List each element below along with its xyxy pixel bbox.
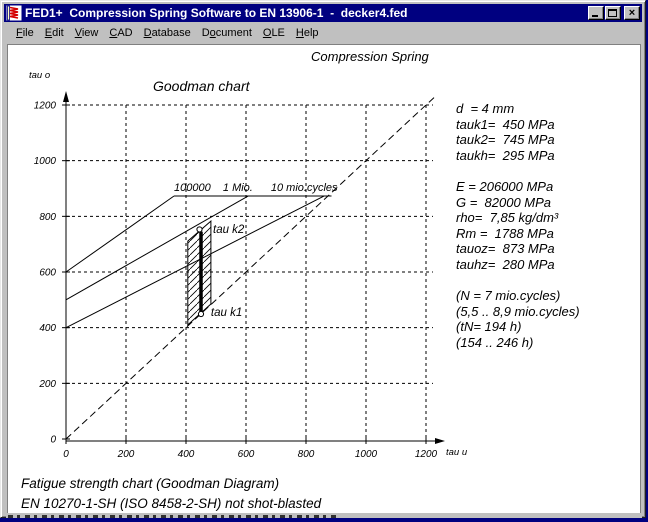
minimize-icon	[592, 15, 598, 17]
chart-title: Goodman chart	[153, 78, 250, 94]
result-line: (154 .. 246 h)	[456, 334, 534, 350]
status-strip	[6, 513, 642, 518]
result-block-life: (N = 7 mio.cycles) (5,5 .. 8,9 mio.cycles…	[456, 288, 580, 350]
x-tick-label: 200	[117, 449, 135, 460]
menu-item-ole[interactable]: OLE	[262, 27, 285, 39]
menu-item-cad[interactable]: CAD	[109, 27, 133, 39]
footer-caption-2: EN 10270-1-SH (ISO 8458-2-SH) not shot-b…	[21, 495, 322, 511]
minimize-button[interactable]	[588, 6, 604, 20]
menu-item-file[interactable]: File	[16, 27, 34, 39]
x-tick-label: 0	[63, 449, 69, 460]
result-line: (tN= 194 h)	[456, 319, 522, 334]
results-panel: d = 4 mm tauk1= 450 MPa tauk2= 745 MPa tauk…	[456, 101, 580, 366]
spring-icon[interactable]	[6, 5, 22, 21]
x-tick-label: 1000	[355, 449, 378, 460]
y-tick-label: 600	[39, 268, 56, 279]
menu-item-edit[interactable]: Edit	[44, 27, 64, 39]
chart-header: Compression Spring	[311, 49, 429, 64]
menu-item-view[interactable]: View	[74, 27, 99, 39]
x-axis-label: tau u	[446, 447, 468, 458]
maximize-icon	[608, 9, 617, 17]
footer-captions: Fatigue strength chart (Goodman Diagram)…	[21, 474, 321, 513]
goodman-line-1-mio	[65, 195, 249, 301]
client-area: 0 200 400 600 800 1000 1200 0 200 400 600 800 1000 12…	[7, 44, 641, 514]
result-line: G = 82000 MPa	[456, 194, 552, 210]
y-axis-arrow-icon	[63, 91, 69, 102]
cycle-label-100000: 100000	[174, 182, 212, 194]
menu-item-document[interactable]: Document	[201, 27, 252, 39]
y-tick-label: 200	[38, 379, 56, 390]
title-bar: FED1+ Compression Spring Software to EN …	[4, 4, 642, 22]
result-line: tauk2= 745 MPa	[456, 132, 555, 147]
result-line: rho= 7,85 kg/dm³	[456, 210, 559, 225]
cycle-label-10-mio-cycles: 10 mio.cycles	[271, 182, 338, 194]
menu-item-help[interactable]: Help	[295, 27, 319, 39]
result-line: E = 206000 MPa	[456, 179, 554, 194]
tau-k1-point-marker	[197, 310, 205, 318]
x-tick-label: 600	[238, 449, 255, 460]
point-label-tau-k2: tau k2	[213, 224, 245, 236]
identity-line	[65, 96, 436, 440]
window-controls: ×	[587, 6, 640, 20]
result-line: Rm = 1788 MPa	[456, 225, 554, 241]
maximize-button[interactable]	[605, 6, 621, 20]
result-line: d = 4 mm	[456, 101, 515, 116]
result-line: tauoz= 873 MPa	[456, 241, 555, 256]
result-line: taukh= 295 MPa	[456, 147, 555, 163]
cycle-label-1-mio: 1 Mio.	[223, 182, 253, 194]
point-label-tau-k1: tau k1	[211, 307, 242, 319]
goodman-chart: 0 200 400 600 800 1000 1200 0 200 400 600 800 1000 12…	[34, 91, 445, 460]
close-icon: ×	[628, 7, 636, 19]
y-axis-label: tau o	[29, 70, 51, 81]
y-tick-label: 1000	[34, 156, 57, 167]
result-block-material: E = 206000 MPa G = 82000 MPa rho= 7,85 kg/…	[456, 179, 580, 272]
x-tick-label: 400	[178, 449, 195, 460]
result-line: (N = 7 mio.cycles)	[456, 288, 561, 303]
result-block-spring: d = 4 mm tauk1= 450 MPa tauk2= 745 MPa tauk…	[456, 101, 580, 163]
y-tick-label: 800	[39, 212, 56, 223]
footer-caption-1: Fatigue strength chart (Goodman Diagram)	[21, 476, 280, 491]
x-tick-label: 800	[298, 449, 315, 460]
result-line: tauk1= 450 MPa	[456, 116, 555, 132]
menu-item-database[interactable]: Database	[143, 27, 191, 39]
close-button[interactable]: ×	[624, 6, 640, 20]
window-title: FED1+ Compression Spring Software to EN …	[25, 6, 408, 20]
menu-bar: File Edit View CAD Database Document OLE Help	[4, 23, 642, 43]
goodman-line-100000	[65, 195, 175, 273]
cropped-status-text	[8, 515, 338, 518]
tau-k2-point-marker	[196, 226, 203, 233]
x-tick-label: 1200	[415, 449, 438, 460]
result-line: (5,5 .. 8,9 mio.cycles)	[456, 303, 580, 319]
result-line: tauhz= 280 MPa	[456, 256, 555, 272]
y-tick-label: 0	[50, 435, 56, 446]
x-axis-arrow-icon	[435, 438, 445, 444]
y-tick-label: 400	[39, 323, 56, 334]
y-tick-label: 1200	[34, 101, 57, 112]
